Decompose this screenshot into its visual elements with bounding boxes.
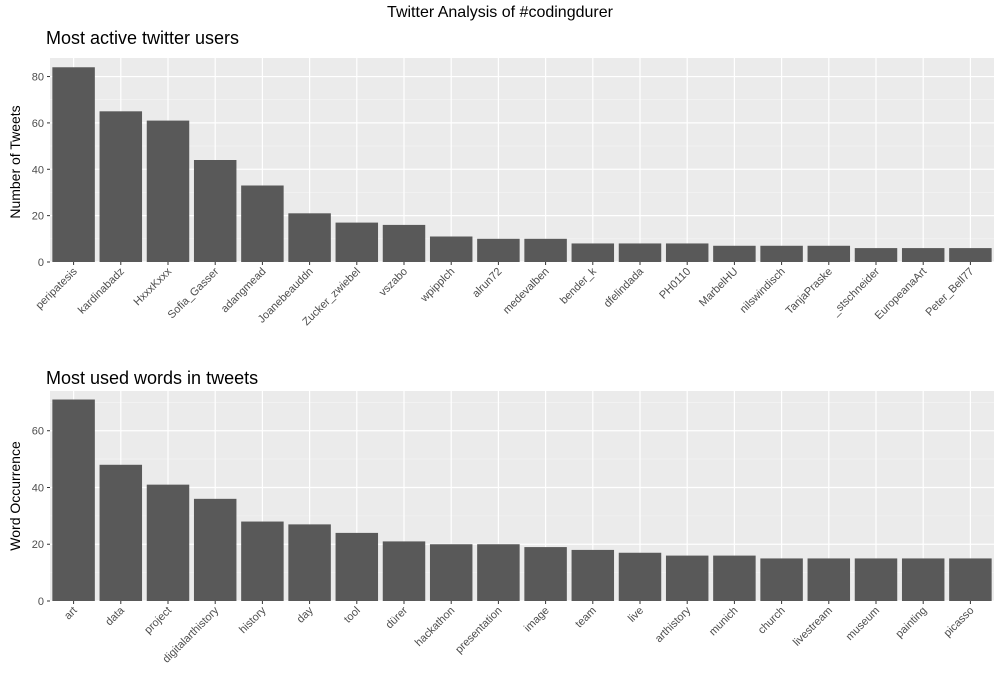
bar-6 — [335, 222, 379, 262]
x-tick-label: HxxxKxxx — [131, 265, 174, 308]
bar-5 — [288, 524, 331, 601]
chart-title: Most active twitter users — [46, 28, 239, 48]
bar-19 — [949, 558, 992, 601]
x-tick-label: nilswindisch — [738, 266, 788, 316]
x-tick-label: day — [295, 604, 316, 625]
bar-17 — [854, 248, 898, 262]
bar-12 — [618, 243, 662, 262]
x-tick-label: vszabo — [377, 266, 410, 299]
bar-1 — [99, 464, 143, 601]
y-tick-label: 0 — [38, 596, 44, 608]
x-tick-label: MarbelHU — [697, 266, 741, 310]
bar-2 — [146, 120, 190, 262]
x-tick-label: picasso — [942, 605, 977, 640]
bar-17 — [854, 558, 898, 601]
x-tick-label: wpipplch — [418, 266, 457, 305]
bar-9 — [477, 544, 520, 601]
bar-0 — [52, 67, 95, 262]
bar-14 — [713, 245, 756, 262]
bar-3 — [193, 498, 237, 601]
bar-16 — [807, 558, 851, 601]
bar-14 — [713, 555, 756, 601]
figure-title: Twitter Analysis of #codingdurer — [387, 4, 613, 21]
x-tick-label: dürer — [383, 604, 410, 631]
chart-most-active-users: Most active twitter users Number of Twee… — [7, 28, 994, 328]
x-tick-label: image — [522, 605, 552, 635]
bar-7 — [382, 541, 426, 601]
bar-15 — [760, 245, 803, 262]
bar-15 — [760, 558, 803, 601]
bar-13 — [665, 555, 709, 601]
chart-title: Most used words in tweets — [46, 368, 258, 388]
bar-5 — [288, 213, 331, 262]
x-tick-label: adangmead — [219, 266, 269, 316]
bar-11 — [571, 243, 615, 262]
x-tick-label: medevalben — [501, 266, 552, 317]
x-tick-label: painting — [894, 605, 930, 641]
x-tick-label: live — [626, 605, 646, 625]
x-tick-label: alrun72 — [470, 266, 504, 300]
chart-most-used-words: Most used words in tweets Word Occurrenc… — [7, 368, 994, 665]
y-tick-label: 20 — [32, 539, 44, 551]
y-axis-label: Word Occurrence — [7, 441, 23, 551]
x-tick-label: dfelindada — [602, 265, 647, 310]
x-tick-label: munich — [707, 605, 741, 639]
bar-19 — [949, 248, 992, 262]
x-tick-label: museum — [844, 605, 882, 643]
bar-1 — [99, 111, 143, 263]
bar-4 — [241, 185, 284, 262]
y-tick-label: 40 — [32, 164, 44, 176]
bar-13 — [665, 243, 709, 262]
bar-3 — [193, 160, 237, 262]
y-tick-label: 80 — [32, 72, 44, 84]
x-tick-label: Sofia_Gasser — [166, 265, 222, 321]
bar-18 — [901, 248, 945, 262]
y-tick-label: 0 — [38, 257, 44, 269]
bar-10 — [524, 238, 567, 262]
panel-background — [50, 58, 994, 262]
bar-7 — [382, 224, 426, 262]
bar-4 — [241, 521, 284, 601]
bar-2 — [146, 484, 190, 601]
x-tick-label: Peter_Bell77 — [923, 266, 976, 319]
panel-background — [50, 391, 994, 601]
x-tick-label: church — [756, 605, 788, 637]
bar-9 — [477, 238, 520, 262]
bar-8 — [429, 236, 473, 262]
x-tick-label: PH0110 — [657, 266, 693, 302]
bar-6 — [335, 532, 379, 601]
x-tick-label: arthistory — [653, 604, 694, 645]
x-tick-label: presentation — [453, 605, 504, 656]
x-tick-label: kardinabadz — [76, 266, 127, 317]
bar-18 — [901, 558, 945, 601]
bar-11 — [571, 549, 615, 601]
x-tick-label: tool — [342, 605, 363, 626]
bar-16 — [807, 245, 851, 262]
x-tick-label: data — [103, 604, 127, 628]
x-tick-label: project — [142, 605, 174, 637]
x-tick-label: livestream — [791, 605, 835, 649]
bar-8 — [429, 544, 473, 601]
y-tick-label: 40 — [32, 482, 44, 494]
x-tick-label: art — [62, 605, 80, 623]
x-tick-label: bender_k — [558, 265, 599, 306]
y-tick-label: 60 — [32, 426, 44, 438]
x-tick-label: peripatesis — [34, 265, 80, 311]
bar-10 — [524, 547, 567, 601]
x-tick-label: TanjaPraske — [784, 266, 835, 317]
x-tick-label: history — [237, 604, 269, 636]
y-tick-label: 20 — [32, 211, 44, 223]
bar-12 — [618, 552, 662, 601]
x-tick-label: team — [573, 605, 599, 631]
x-tick-label: hackathon — [413, 605, 457, 649]
y-tick-label: 60 — [32, 118, 44, 130]
bar-0 — [52, 399, 95, 601]
y-axis-label: Number of Tweets — [7, 105, 23, 218]
